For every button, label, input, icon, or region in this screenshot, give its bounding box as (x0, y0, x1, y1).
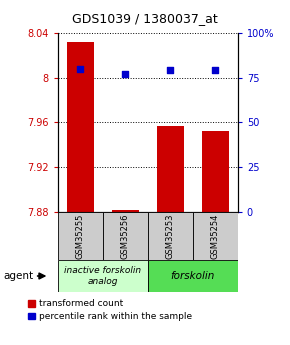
Text: forskolin: forskolin (171, 271, 215, 281)
Text: GSM35255: GSM35255 (76, 214, 85, 259)
Text: GSM35253: GSM35253 (166, 214, 175, 259)
Bar (67, 42, 94, 212)
Bar (58, 260, 148, 292)
Text: inactive forskolin
analog: inactive forskolin analog (64, 266, 142, 286)
Bar (157, 126, 184, 212)
Text: GSM35256: GSM35256 (121, 214, 130, 259)
Bar (103, 212, 148, 260)
Legend: transformed count, percentile rank within the sample: transformed count, percentile rank withi… (28, 299, 192, 321)
Bar (58, 212, 103, 260)
Point (78, 66, 83, 71)
Bar (112, 210, 139, 212)
Point (123, 71, 128, 77)
Text: agent: agent (3, 271, 33, 281)
Text: GDS1039 / 1380037_at: GDS1039 / 1380037_at (72, 12, 218, 25)
Bar (148, 212, 193, 260)
Point (213, 68, 218, 73)
Bar (148, 260, 238, 292)
Bar (193, 212, 238, 260)
Text: GSM35254: GSM35254 (211, 214, 220, 259)
Bar (202, 131, 229, 212)
Point (168, 68, 173, 73)
